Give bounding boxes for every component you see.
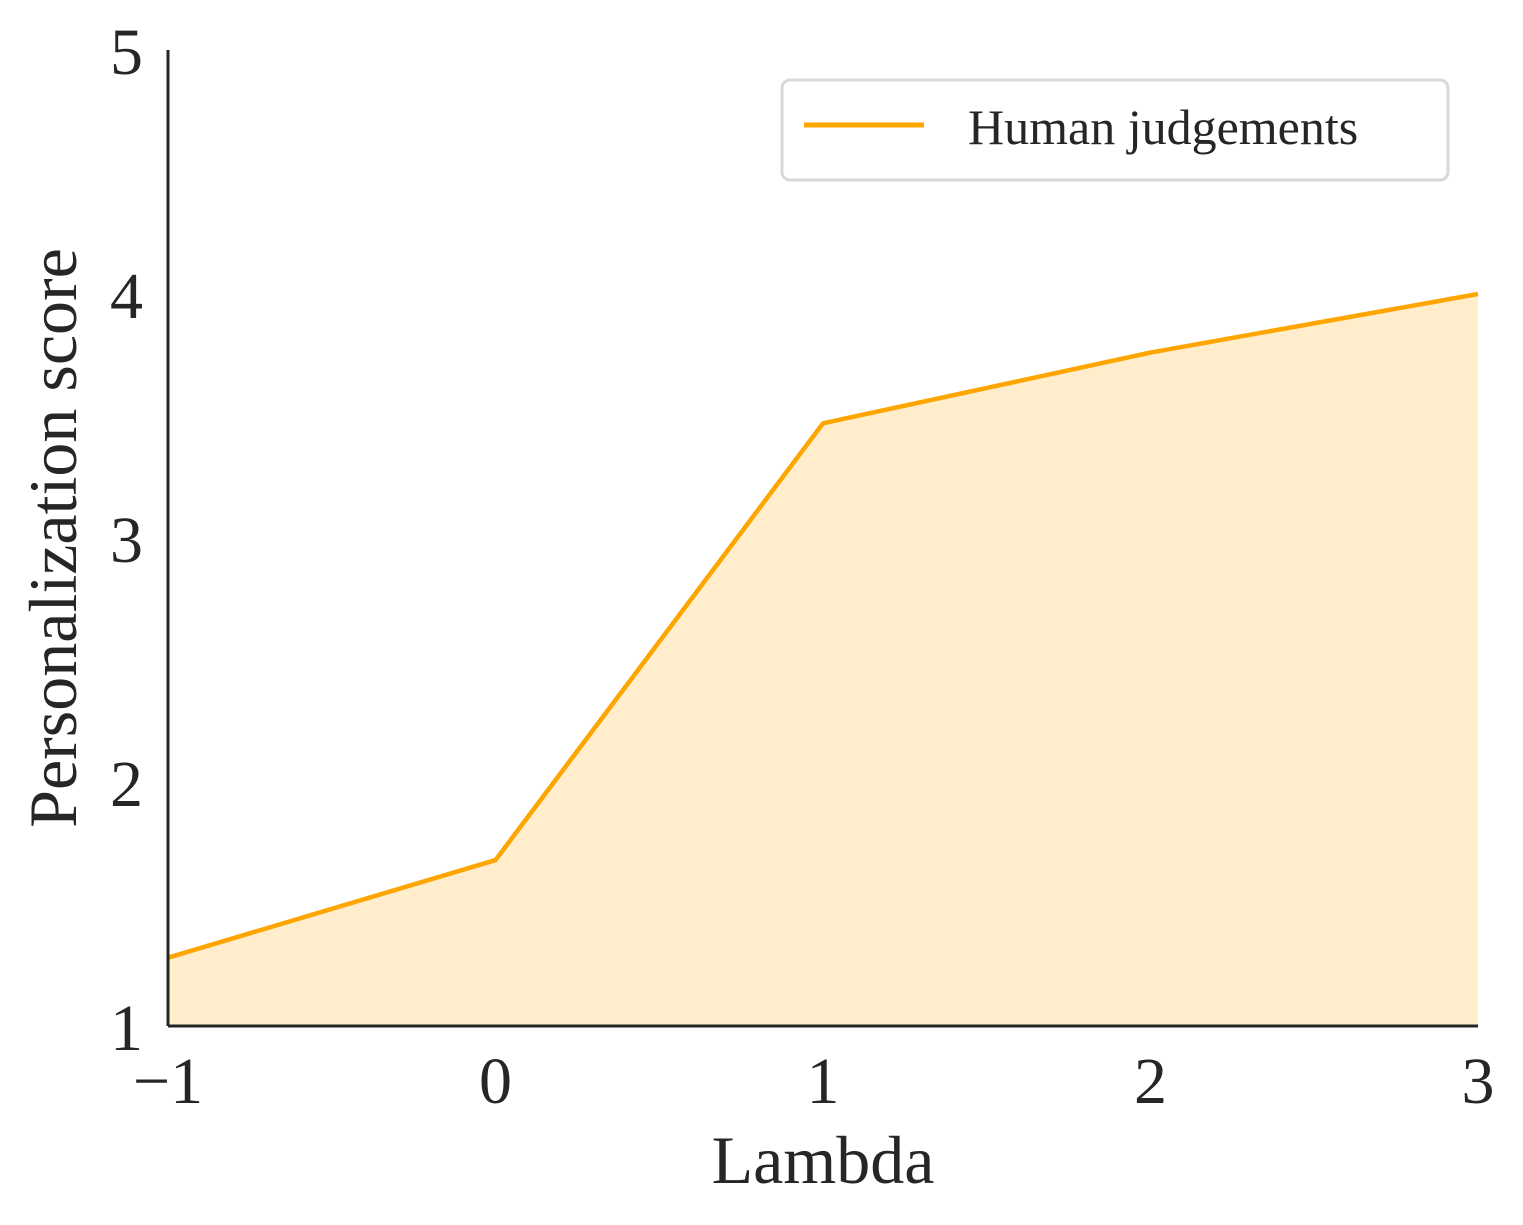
x-tick-label: 3 (1462, 1045, 1495, 1118)
data-point-3 (1149, 351, 1153, 355)
y-axis-ticks: 1 2 3 4 5 (110, 16, 143, 1065)
x-tick-label: 2 (1134, 1045, 1167, 1118)
series-line (167, 291, 1479, 960)
series-area-fill (168, 294, 1478, 1026)
y-tick-label: 4 (110, 260, 143, 333)
x-axis-label: Lambda (712, 1122, 935, 1198)
y-tick-label: 5 (110, 16, 143, 89)
data-point-2 (821, 421, 825, 425)
y-axis-label: Personalization score (15, 248, 91, 828)
legend: Human judgements (780, 78, 1450, 182)
y-tick-label: 2 (110, 748, 143, 821)
y-tick-label: 3 (110, 504, 143, 577)
x-tick-label: 1 (807, 1045, 840, 1118)
y-tick-label: 1 (110, 992, 143, 1065)
x-axis-ticks: −1 0 1 2 3 (133, 1045, 1495, 1118)
data-point-4 (1476, 292, 1480, 296)
plot-area (167, 291, 1480, 1026)
legend-box (780, 78, 1450, 182)
x-tick-label: 0 (479, 1045, 512, 1118)
legend-label: Human judgements (968, 99, 1358, 155)
x-tick-label: −1 (133, 1045, 203, 1118)
data-point-1 (494, 858, 498, 862)
